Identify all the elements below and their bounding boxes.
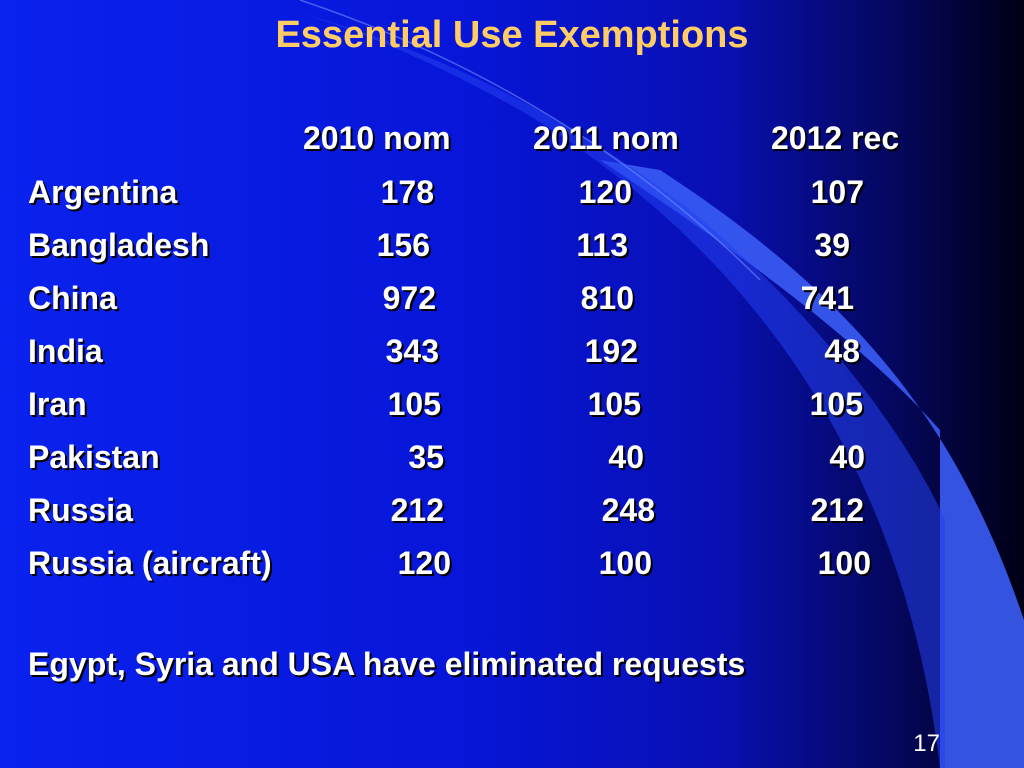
value-2011: 192 — [584, 333, 638, 369]
value-2012: 107 — [810, 174, 864, 210]
value-2011: 810 — [580, 280, 634, 316]
footnote: Egypt, Syria and USA have eliminated req… — [28, 646, 746, 682]
country-label: Russia — [28, 492, 133, 528]
value-2012: 39 — [814, 227, 850, 263]
country-label: India — [28, 333, 103, 369]
value-2012: 48 — [824, 333, 860, 369]
value-2012: 212 — [810, 492, 864, 528]
country-label: Russia (aircraft) — [28, 545, 272, 581]
column-header-2010: 2010 nom — [303, 120, 451, 156]
value-2012: 100 — [817, 545, 871, 581]
value-2011: 248 — [601, 492, 655, 528]
value-2011: 105 — [587, 386, 641, 422]
value-2011: 120 — [578, 174, 632, 210]
value-2012: 40 — [829, 439, 865, 475]
value-2010: 972 — [382, 280, 436, 316]
value-2010: 105 — [387, 386, 441, 422]
column-header-2011: 2011 nom — [533, 120, 679, 156]
value-2011: 40 — [608, 439, 644, 475]
value-2011: 100 — [598, 545, 652, 581]
value-2012: 105 — [809, 386, 863, 422]
column-header-2012: 2012 rec — [771, 120, 900, 156]
country-label: Pakistan — [28, 439, 160, 475]
value-2010: 156 — [376, 227, 430, 263]
page-number: 17 — [913, 730, 940, 757]
value-2010: 35 — [408, 439, 444, 475]
value-2011: 113 — [576, 227, 628, 263]
country-label: Iran — [28, 386, 87, 422]
slide-title: Essential Use Exemptions — [275, 14, 749, 56]
value-2012: 741 — [800, 280, 854, 316]
value-2010: 120 — [397, 545, 451, 581]
value-2010: 178 — [380, 174, 434, 210]
country-label: China — [28, 280, 117, 316]
value-2010: 212 — [390, 492, 444, 528]
country-label: Bangladesh — [28, 227, 210, 263]
value-2010: 343 — [385, 333, 439, 369]
country-label: Argentina — [28, 174, 178, 210]
